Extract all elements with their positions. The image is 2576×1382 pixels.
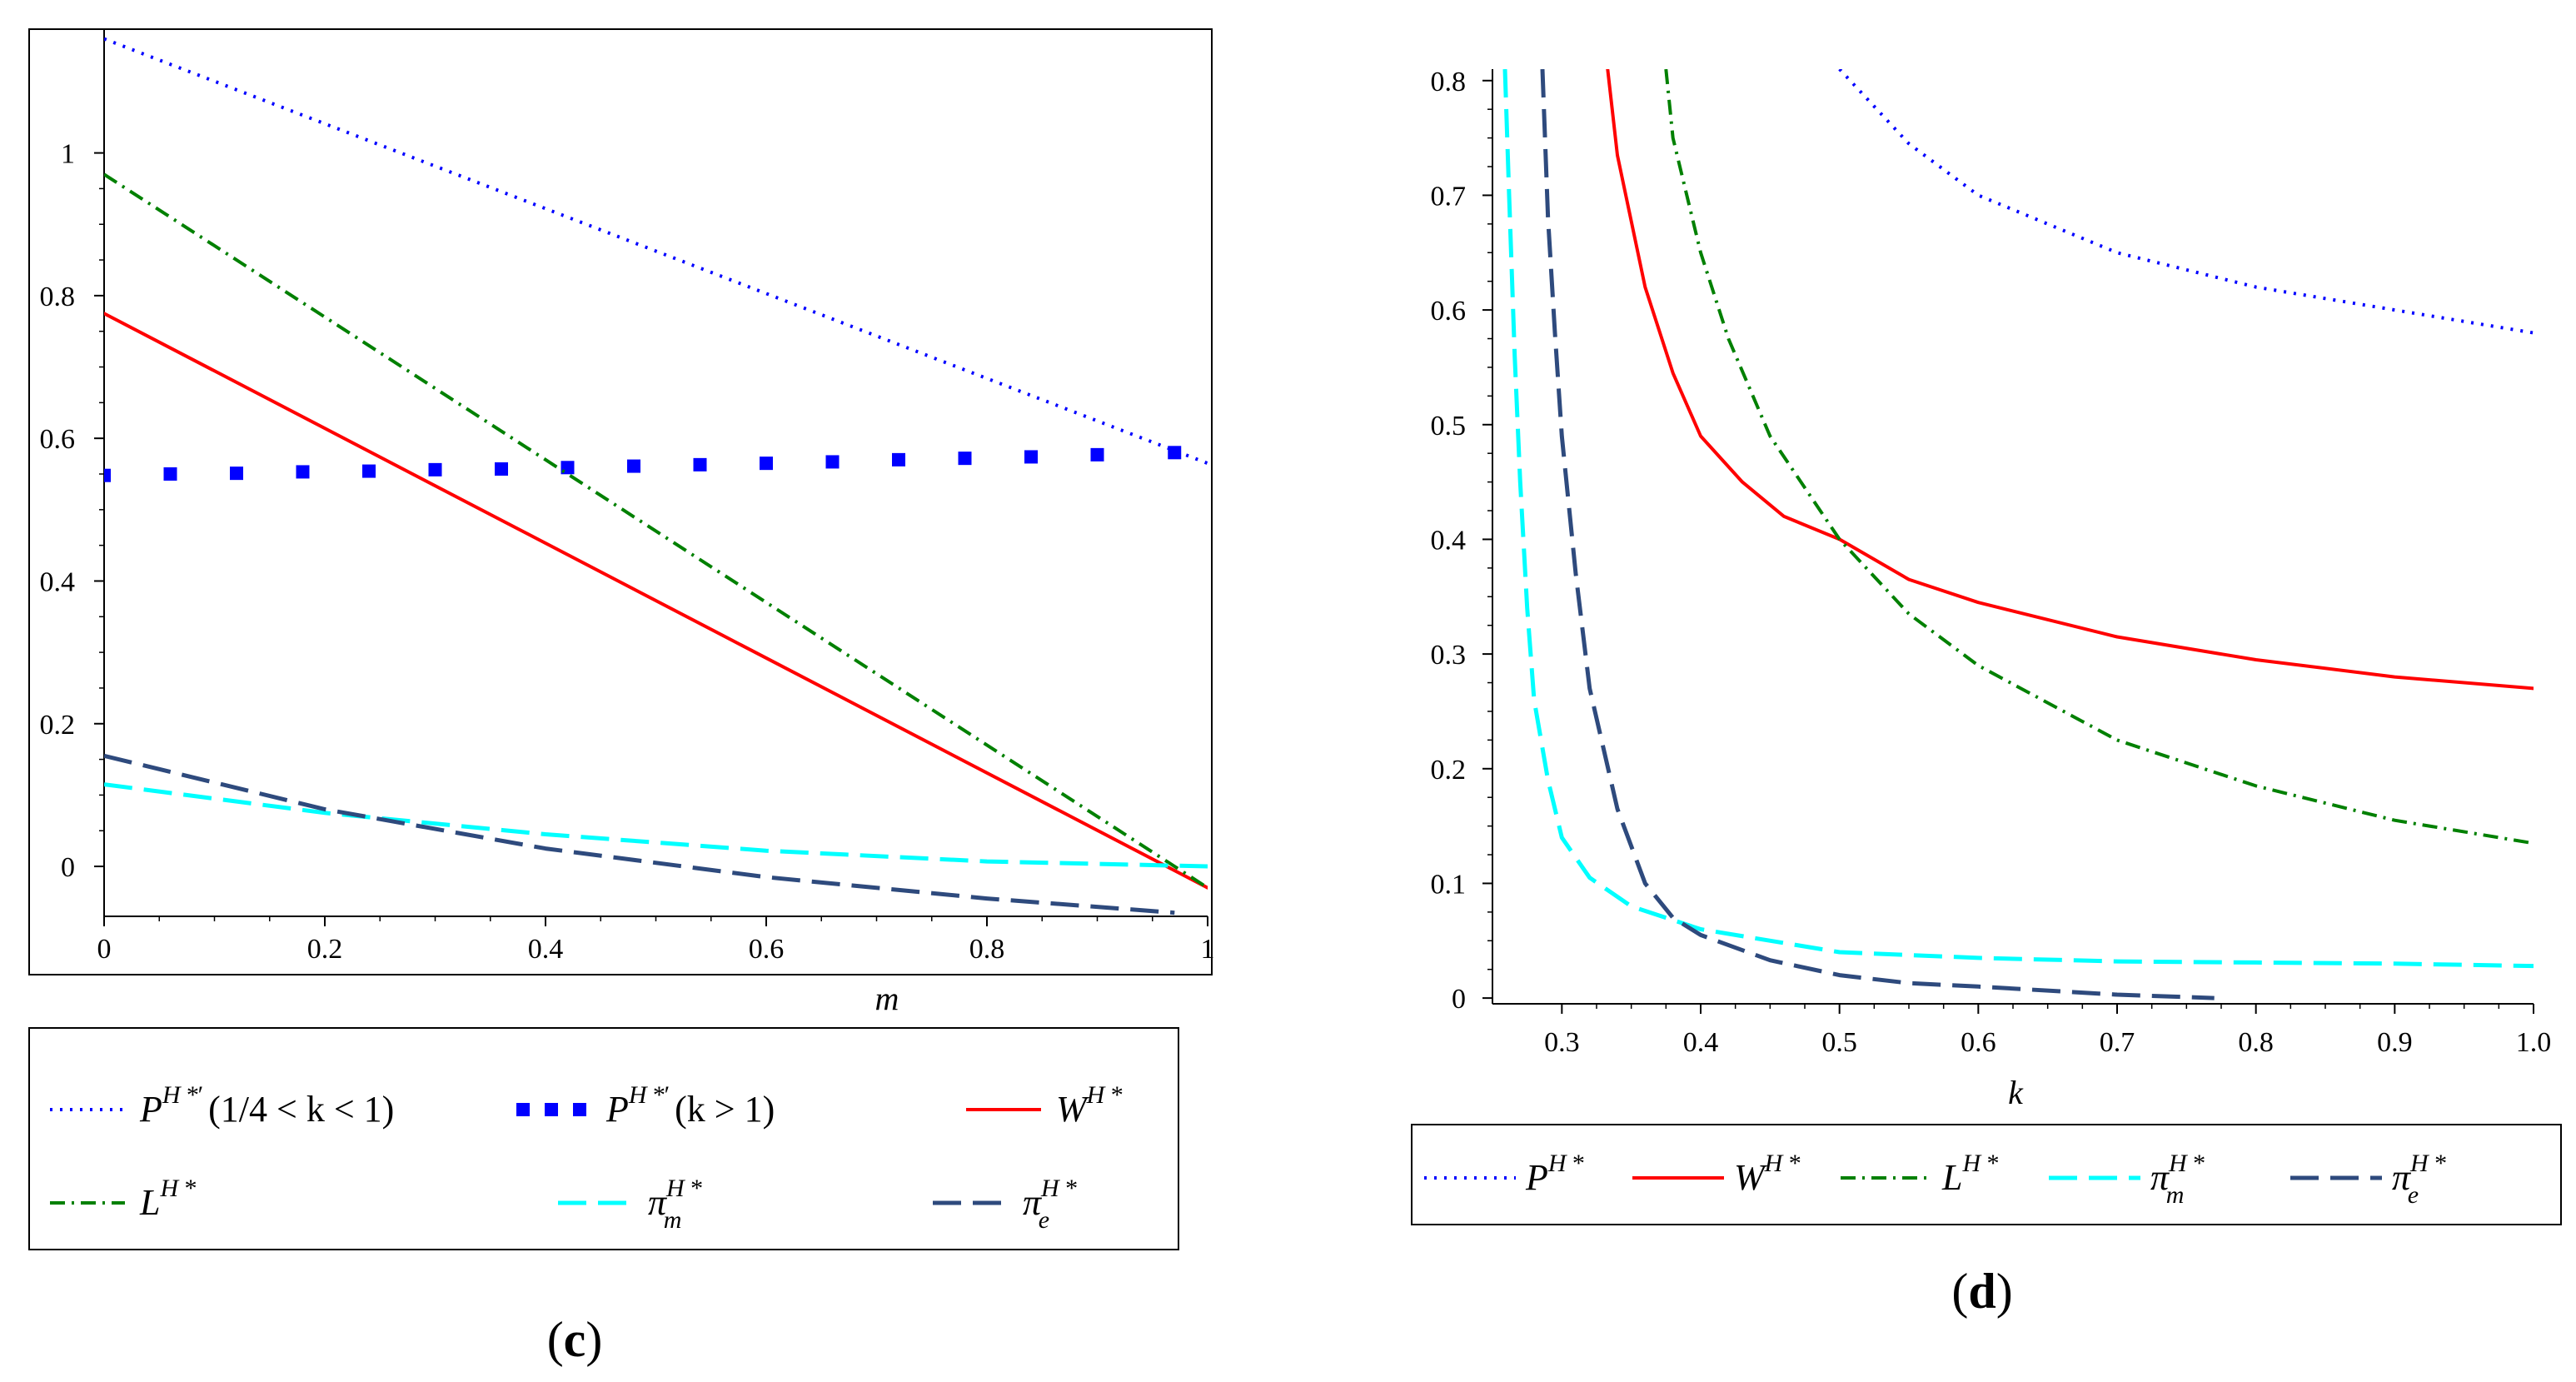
legend-label-L_H: LH * [139, 1175, 196, 1223]
legend-label-W_H: WH * [1734, 1150, 1800, 1198]
chart-panel-c: 0 0.2 0.4 0.6 0.8 1 0 0.2 0.4 0.6 0.8 1 m PH *′ (1/4… [28, 28, 1215, 1367]
legend-c: PH *′ (1/4 < k < 1) PH *′ (k > 1) WH * LH * πH… [50, 1081, 1122, 1234]
plot-area-c [104, 37, 1208, 916]
chart-panel-d: 0.3 0.4 0.5 0.6 0.7 0.8 0.9 1.0 0 0.1 0.2 0.3 0.4 0.5… [1411, 67, 2562, 1319]
legend-label-P_H_high: PH *′ (k > 1) [605, 1081, 775, 1130]
y-tick-label: 0 [61, 852, 75, 883]
data-point-P_H_high [495, 462, 508, 476]
data-point-P_H_high [627, 459, 640, 473]
y-tick-label: 0.6 [1431, 296, 1467, 327]
x-tick-label: 0.6 [1961, 1027, 1996, 1058]
x-tick-label: 1.0 [2516, 1027, 2552, 1058]
legend-box-d [1411, 1124, 2562, 1225]
y-tick-label: 0.1 [1431, 869, 1467, 900]
legend-label-W_H: WH * [1056, 1081, 1122, 1130]
panel-caption-d: (d) [1951, 1264, 2012, 1319]
y-tick-label: 0.6 [40, 424, 76, 455]
series-line-P_H [1838, 69, 2534, 335]
y-tick-label: 0.8 [1431, 67, 1467, 97]
plot-frame-c [28, 28, 1213, 975]
x-tick-label: 0.3 [1544, 1027, 1580, 1058]
x-tick-label: 0.4 [1683, 1027, 1719, 1058]
x-axis-label-d: k [2008, 1074, 2024, 1111]
series-line-pi_m_H [104, 782, 1208, 869]
x-tick-label: 0.6 [749, 934, 785, 965]
y-tick-label: 1 [61, 139, 75, 170]
y-tick-label: 0.2 [40, 710, 76, 741]
legend-label-P_H_low: PH *′ (1/4 < k < 1) [139, 1081, 394, 1130]
data-point-P_H_high [760, 457, 773, 471]
y-tick-label: 0.8 [40, 282, 76, 312]
axes-d: 0.3 0.4 0.5 0.6 0.7 0.8 0.9 1.0 0 0.1 0.2 0.3 0.4 0.5… [1431, 67, 2552, 1058]
data-point-P_H_high [104, 468, 111, 482]
series-line-L_H [104, 172, 1208, 890]
legend-swatch-P_H_high [516, 1103, 530, 1116]
data-point-P_H_high [958, 452, 972, 466]
data-point-P_H_high [1090, 447, 1104, 461]
series-line-pi_e_H [104, 753, 1175, 916]
panel-caption-c: (c) [547, 1312, 603, 1367]
y-tick-label: 0.4 [1431, 525, 1467, 556]
x-tick-label: 0.9 [2377, 1027, 2413, 1058]
legend-label-L_H: LH * [1941, 1150, 1998, 1198]
y-tick-label: 0.3 [1431, 640, 1467, 671]
y-tick-label: 0.5 [1431, 411, 1467, 442]
x-tick-label: 0.2 [307, 934, 343, 965]
y-tick-label: 0.4 [40, 566, 76, 597]
series-line-L_H [1664, 69, 2534, 846]
legend-label-pi_e_H: πH * e [1023, 1175, 1077, 1234]
data-point-P_H_high [1168, 446, 1182, 460]
data-point-P_H_high [296, 465, 310, 479]
series-line-pi_e_H [1540, 69, 2215, 1000]
panel-letter-c: c [564, 1312, 586, 1367]
data-point-P_H_high [230, 466, 243, 481]
x-tick-label: 0.4 [528, 934, 564, 965]
series-line-P_H_low [104, 37, 1208, 466]
axes-c: 0 0.2 0.4 0.6 0.8 1 0 0.2 0.4 0.6 0.8 1 [40, 29, 1215, 965]
data-point-P_H_high [693, 457, 707, 471]
x-tick-label: 1 [1201, 934, 1215, 965]
x-tick-label: 0.5 [1821, 1027, 1857, 1058]
data-point-P_H_high [1024, 450, 1038, 464]
data-point-P_H_high [825, 455, 840, 469]
data-point-P_H_high [428, 462, 442, 476]
x-tick-label: 0.8 [969, 934, 1005, 965]
x-axis-label-c: m [875, 980, 899, 1017]
series-group-d [1502, 69, 2534, 1000]
series-line-W_H [1606, 69, 2534, 691]
legend-label-pi_m_H: πH * m [648, 1175, 702, 1234]
legend-box-c [28, 1027, 1179, 1250]
data-point-P_H_high [163, 467, 177, 481]
y-tick-label: 0.2 [1431, 755, 1467, 786]
x-tick-label: 0 [97, 934, 112, 965]
panel-letter-d: d [1968, 1264, 1996, 1319]
legend-label-pi_m_H: πH * m [2150, 1150, 2205, 1209]
legend-swatch-P_H_high [545, 1103, 558, 1116]
series-group-c [104, 37, 1208, 916]
series-line-pi_m_H [1502, 69, 2534, 969]
plot-area-d [1502, 69, 2534, 1000]
legend-d: PH * WH * LH * πH * m πH * e [1424, 1150, 2446, 1209]
legend-swatch-P_H_high [573, 1103, 586, 1116]
y-tick-label: 0.7 [1431, 181, 1467, 212]
data-point-P_H_high [362, 464, 376, 478]
series-line-W_H [104, 312, 1208, 890]
legend-label-pi_e_H: πH * e [2392, 1150, 2446, 1209]
x-tick-label: 0.8 [2238, 1027, 2274, 1058]
y-tick-label: 0 [1452, 984, 1466, 1015]
x-tick-label: 0.7 [2100, 1027, 2135, 1058]
legend-label-P_H: PH * [1525, 1150, 1584, 1198]
data-point-P_H_high [892, 452, 905, 466]
